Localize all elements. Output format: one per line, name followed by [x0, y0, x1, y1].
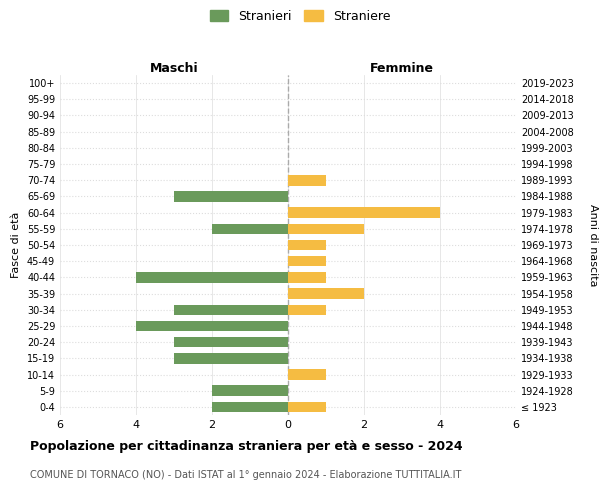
Bar	[136, 272, 288, 282]
Bar	[288, 208, 440, 218]
Y-axis label: Anni di nascita: Anni di nascita	[587, 204, 598, 286]
Legend: Stranieri, Straniere: Stranieri, Straniere	[206, 6, 394, 26]
Text: Femmine: Femmine	[370, 62, 434, 75]
Bar	[174, 191, 288, 202]
Text: COMUNE DI TORNACO (NO) - Dati ISTAT al 1° gennaio 2024 - Elaborazione TUTTITALIA: COMUNE DI TORNACO (NO) - Dati ISTAT al 1…	[30, 470, 461, 480]
Bar	[288, 370, 326, 380]
Text: Maschi: Maschi	[149, 62, 199, 75]
Bar	[174, 337, 288, 347]
Bar	[288, 272, 326, 282]
Text: Popolazione per cittadinanza straniera per età e sesso - 2024: Popolazione per cittadinanza straniera p…	[30, 440, 463, 453]
Bar	[136, 320, 288, 331]
Bar	[288, 288, 364, 299]
Bar	[212, 224, 288, 234]
Bar	[288, 240, 326, 250]
Bar	[288, 224, 364, 234]
Bar	[288, 402, 326, 412]
Bar	[288, 256, 326, 266]
Bar	[212, 386, 288, 396]
Bar	[288, 175, 326, 186]
Bar	[288, 304, 326, 315]
Bar	[212, 402, 288, 412]
Bar	[174, 353, 288, 364]
Y-axis label: Fasce di età: Fasce di età	[11, 212, 21, 278]
Bar	[174, 304, 288, 315]
